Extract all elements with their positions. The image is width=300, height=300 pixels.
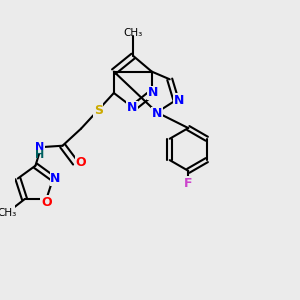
Text: H: H: [35, 150, 44, 160]
Text: F: F: [184, 177, 193, 190]
Text: CH₃: CH₃: [0, 208, 17, 218]
Text: N: N: [174, 94, 184, 106]
Text: N: N: [152, 107, 162, 120]
Text: O: O: [75, 156, 86, 169]
Text: O: O: [41, 196, 52, 208]
Text: N: N: [127, 101, 137, 114]
Text: N: N: [50, 172, 61, 185]
Text: S: S: [94, 103, 103, 117]
Text: N: N: [148, 86, 158, 100]
Text: CH₃: CH₃: [124, 28, 143, 38]
Text: N: N: [35, 142, 44, 152]
